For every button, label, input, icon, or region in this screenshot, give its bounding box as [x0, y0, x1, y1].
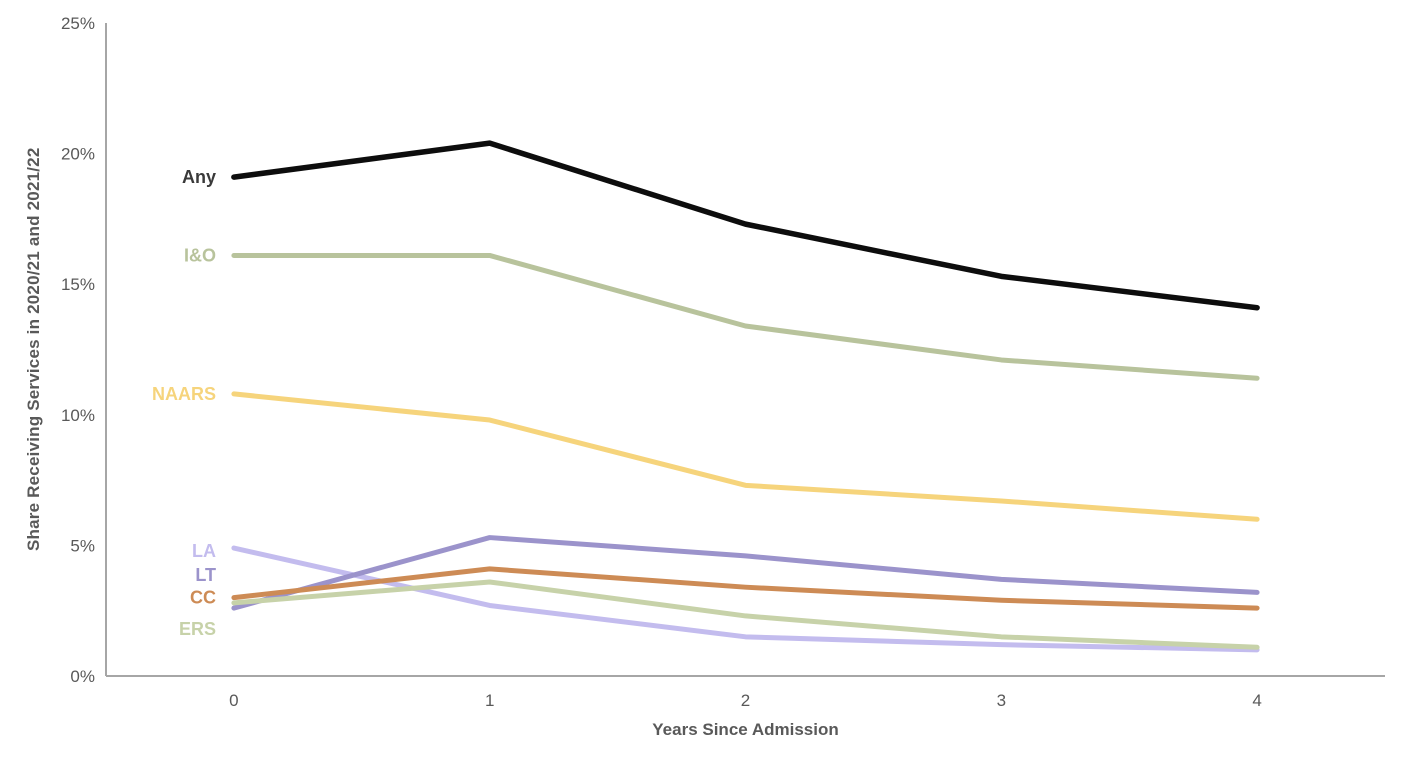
y-axis-title: Share Receiving Services in 2020/21 and …: [24, 147, 43, 552]
x-tick-label-4: 4: [1252, 691, 1261, 710]
series-label-any: Any: [182, 167, 216, 187]
series-line-any: [231, 140, 1260, 311]
y-tick-label-25: 25%: [61, 14, 95, 33]
series-label-io: I&O: [184, 245, 216, 265]
x-tick-label-0: 0: [229, 691, 238, 710]
series-line-la: [231, 545, 1260, 653]
series-label-naars: NAARS: [152, 384, 216, 404]
series-label-la: LA: [192, 541, 216, 561]
series-line-lt: [231, 535, 1260, 611]
y-tick-label-5: 5%: [70, 536, 95, 555]
series-line-naars: [231, 391, 1260, 522]
x-axis-title: Years Since Admission: [652, 720, 839, 739]
series-line-io: [231, 252, 1260, 381]
x-tick-label-2: 2: [741, 691, 750, 710]
y-tick-label-0: 0%: [70, 667, 95, 686]
y-tick-label-20: 20%: [61, 145, 95, 164]
series-label-ers: ERS: [179, 619, 216, 639]
y-tick-label-15: 15%: [61, 275, 95, 294]
x-tick-label-3: 3: [997, 691, 1006, 710]
y-tick-label-10: 10%: [61, 406, 95, 425]
x-tick-label-1: 1: [485, 691, 494, 710]
series-line-cc: [231, 566, 1260, 611]
series-label-lt: LT: [195, 565, 216, 585]
series-line-ers: [231, 579, 1260, 650]
series-label-cc: CC: [190, 588, 216, 608]
